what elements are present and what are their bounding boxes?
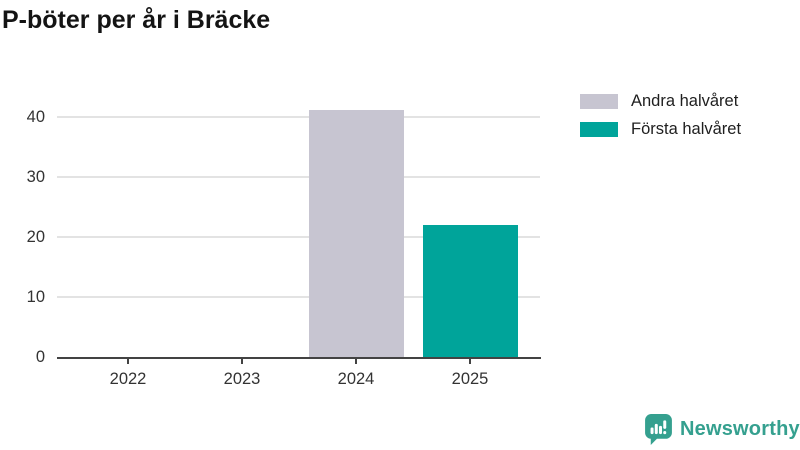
- y-axis-tick-label: 20: [26, 227, 45, 246]
- legend-label: Andra halvåret: [631, 91, 739, 110]
- x-axis-tick: [241, 358, 243, 364]
- bar-2025-första-halvåret: [422, 224, 518, 357]
- bar-2024-andra-halvåret: [308, 110, 404, 357]
- x-axis-line: [57, 356, 541, 359]
- x-axis-tick-label: 2024: [337, 370, 375, 388]
- x-axis-tick: [355, 358, 357, 364]
- gridline-y-40: [57, 115, 540, 118]
- gridline-y-30: [57, 175, 540, 178]
- y-axis-tick-label: 40: [26, 107, 45, 126]
- newsworthy-wordmark: Newsworthy: [680, 417, 800, 440]
- x-axis-tick-label: 2023: [223, 370, 261, 388]
- legend-label: Första halvåret: [631, 119, 742, 138]
- newsworthy-logo: Newsworthy: [644, 413, 800, 445]
- gridline-y-10: [57, 295, 540, 298]
- y-axis-tick-label: 0: [35, 348, 45, 366]
- legend: Andra halvåret Första halvåret: [580, 91, 741, 147]
- x-axis-tick-label: 2022: [109, 370, 147, 388]
- y-axis-tick-label: 30: [26, 167, 45, 186]
- x-axis-tick: [469, 358, 471, 364]
- gridline-y-20: [57, 235, 540, 238]
- chart-title: P-böter per år i Bräcke: [2, 6, 271, 34]
- newsworthy-bubble-chart-icon: [645, 414, 672, 445]
- legend-item-forsta-halvaret: Första halvåret: [580, 119, 741, 139]
- legend-swatch-forsta-halvaret: [580, 121, 618, 137]
- y-axis-tick-label: 10: [26, 287, 45, 306]
- legend-swatch-andra-halvaret: [580, 93, 618, 109]
- x-axis-tick: [127, 358, 129, 364]
- x-axis-tick-label: 2025: [451, 370, 489, 388]
- legend-item-andra-halvaret: Andra halvåret: [580, 91, 741, 111]
